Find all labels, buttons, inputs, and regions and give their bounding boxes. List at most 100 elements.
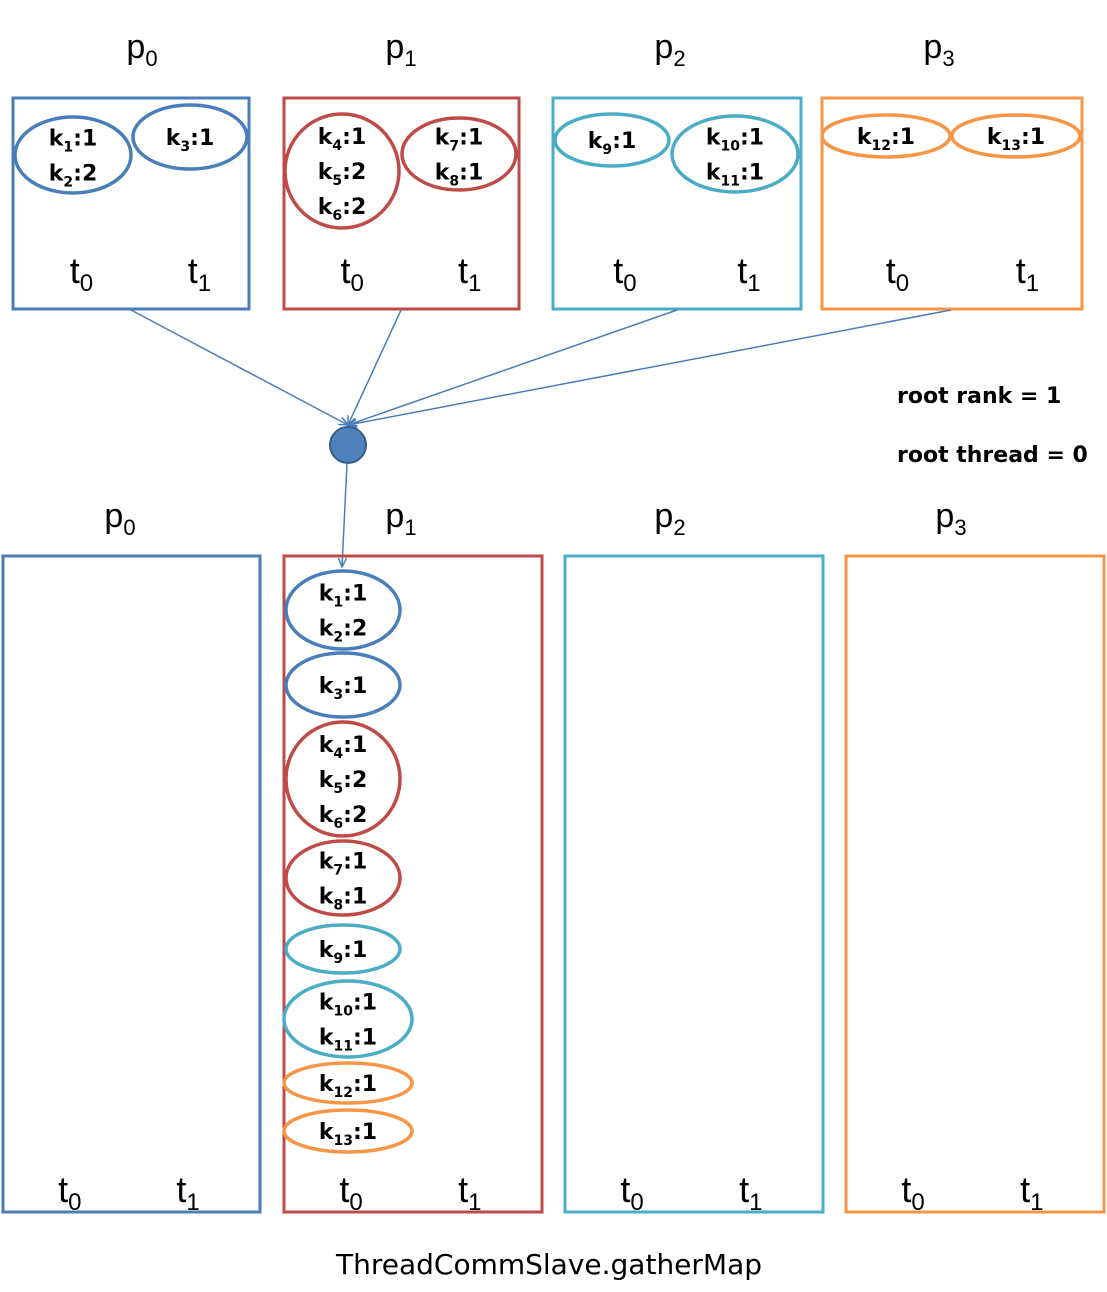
- key-value-text-k5: k5:2: [319, 768, 368, 797]
- gathered-map-ellipse-1-outline: [284, 651, 402, 719]
- key-value-text-k2: k2:2: [49, 162, 98, 191]
- thread-label-t0: t0: [339, 1169, 362, 1216]
- key-value-text-k8: k8:1: [319, 885, 368, 914]
- thread-label-t1: t1: [188, 250, 211, 297]
- thread-label-t1: t1: [458, 1169, 481, 1216]
- key-value-text-k9: k9:1: [588, 129, 637, 158]
- bottom-process-label-0: p0: [104, 497, 135, 540]
- gathered-map-ellipse-0: k1:1 k2:2: [284, 569, 402, 651]
- thread-label-t0: t0: [613, 250, 636, 297]
- gather-node: [329, 426, 367, 464]
- top-process-box-1: t0 t1 k4:1 k5:2 k6:2 k7:1 k8:1: [282, 96, 521, 311]
- gathered-map-ellipse-5-outline: [282, 979, 414, 1059]
- gather-node-group: [329, 426, 367, 567]
- gathered-map-ellipse-4: k9:1: [284, 923, 402, 975]
- top-process-box-2: t0 t1 k9:1 k10:1 k11:1: [551, 96, 803, 311]
- top-map-ellipse-p0-t1-outline: [131, 103, 249, 171]
- thread-label-t1: t1: [739, 1169, 762, 1216]
- bottom-process-labels: p0 p1 p2 p3: [104, 497, 966, 540]
- thread-label-t1: t1: [1016, 250, 1039, 297]
- thread-label-t1: t1: [737, 250, 760, 297]
- thread-label-t0: t0: [886, 250, 909, 297]
- gathered-map-ellipse-3: k7:1 k8:1: [284, 839, 402, 917]
- key-value-text-k13: k13:1: [319, 1120, 377, 1149]
- thread-label-t0: t0: [901, 1169, 924, 1216]
- top-process-frame-2: [551, 96, 803, 311]
- key-value-text-k11: k11:1: [706, 161, 764, 190]
- top-process-label-2: p2: [654, 28, 685, 71]
- gathered-map-ellipse-7: k13:1: [282, 1108, 414, 1154]
- gathered-map-ellipse-4-outline: [284, 923, 402, 975]
- thread-label-t1: t1: [458, 250, 481, 297]
- thread-label-t0: t0: [620, 1169, 643, 1216]
- gathered-map-ellipse-2: k4:1 k5:2 k6:2: [284, 720, 402, 838]
- key-value-text-k1: k1:1: [49, 127, 98, 156]
- root-notes: root rank = 1 root thread = 0: [897, 384, 1088, 468]
- bottom-process-boxes: t0 t1 t0 t1 k1:1 k2:2 k3:1 k4:1 k5:2 k6:2 k7:1 k8:1…: [1, 554, 1106, 1216]
- bottom-process-frame-0: [1, 554, 262, 1214]
- key-value-text-k2: k2:2: [319, 617, 368, 646]
- top-process-boxes: t0 t1 k1:1 k2:2 k3:1 t0 t1 k4:1 k5:2 k6:2 k7:1 k8:1…: [11, 96, 1084, 311]
- gather-arrow-2: [348, 309, 678, 425]
- top-process-frame-3: [820, 96, 1084, 311]
- top-process-labels: p0 p1 p2 p3: [126, 28, 954, 71]
- key-value-text-k4: k4:1: [319, 733, 368, 762]
- top-map-ellipse-p2-t0: k9:1: [553, 112, 671, 168]
- bottom-process-label-2: p2: [654, 497, 685, 540]
- key-value-text-k5: k5:2: [318, 160, 367, 189]
- gathered-map-ellipse-5: k10:1 k11:1: [282, 979, 414, 1059]
- top-map-ellipse-p0-t0: k1:1 k2:2: [13, 115, 133, 195]
- key-value-text-k13: k13:1: [987, 125, 1045, 154]
- bottom-process-frame-3: [844, 554, 1106, 1214]
- top-map-ellipse-p3-t0: k12:1: [820, 113, 952, 159]
- key-value-text-k8: k8:1: [435, 161, 484, 190]
- gather-arrow-3: [348, 309, 952, 425]
- top-process-label-1: p1: [385, 28, 416, 71]
- top-map-ellipse-p2-t0-outline: [553, 112, 671, 168]
- caption-group: ThreadCommSlave.gatherMap: [335, 1248, 762, 1281]
- gathered-map-ellipse-1: k3:1: [284, 651, 402, 719]
- thread-label-t1: t1: [176, 1169, 199, 1216]
- top-map-ellipse-p3-t0-outline: [820, 113, 952, 159]
- top-map-ellipse-p3-t1-outline: [950, 113, 1082, 159]
- root-thread-note: root thread = 0: [897, 443, 1088, 468]
- top-process-label-3: p3: [923, 28, 954, 71]
- top-process-label-0: p0: [126, 28, 157, 71]
- top-process-box-3: t0 t1 k12:1 k13:1: [820, 96, 1084, 311]
- gathered-map-ellipse-2-outline: [284, 720, 402, 838]
- thread-label-t0: t0: [58, 1169, 81, 1216]
- key-value-text-k11: k11:1: [319, 1026, 377, 1055]
- gather-arrow-1: [348, 309, 402, 425]
- top-map-ellipse-p3-t1: k13:1: [950, 113, 1082, 159]
- key-value-text-k9: k9:1: [319, 938, 368, 967]
- top-process-frame-0: [11, 96, 251, 311]
- key-value-text-k3: k3:1: [166, 126, 215, 155]
- thread-label-t0: t0: [70, 250, 93, 297]
- top-process-frame-1: [282, 96, 521, 311]
- key-value-text-k3: k3:1: [319, 674, 368, 703]
- gathered-map-ellipse-7-outline: [282, 1108, 414, 1154]
- top-process-box-0: t0 t1 k1:1 k2:2 k3:1: [11, 96, 251, 311]
- key-value-text-k12: k12:1: [857, 125, 915, 154]
- top-map-ellipse-p1-t0: k4:1 k5:2 k6:2: [283, 112, 401, 230]
- top-map-ellipse-p0-t1: k3:1: [131, 103, 249, 171]
- bottom-process-box-1: t0 t1 k1:1 k2:2 k3:1 k4:1 k5:2 k6:2 k7:1 k8:1 k9:1…: [282, 554, 544, 1216]
- top-map-ellipse-p1-t1-outline: [400, 116, 518, 192]
- bottom-process-frame-2: [563, 554, 825, 1214]
- root-rank-note: root rank = 1: [897, 384, 1061, 409]
- gathered-map-ellipse-3-outline: [284, 839, 402, 917]
- top-map-ellipse-p1-t0-outline: [283, 112, 401, 230]
- top-map-ellipse-p0-t0-outline: [13, 115, 133, 195]
- bottom-process-frame-1: [282, 554, 544, 1214]
- gather-arrow-0: [130, 309, 348, 425]
- bottom-process-box-3: t0 t1: [844, 554, 1106, 1216]
- bottom-process-label-3: p3: [935, 497, 966, 540]
- bottom-process-box-2: t0 t1: [563, 554, 825, 1216]
- bottom-process-box-0: t0 t1: [1, 554, 262, 1216]
- top-map-ellipse-p2-t1-outline: [670, 114, 800, 194]
- thread-label-t1: t1: [1020, 1169, 1043, 1216]
- caption: ThreadCommSlave.gatherMap: [335, 1248, 762, 1281]
- key-value-text-k6: k6:2: [318, 195, 367, 224]
- gathered-map-ellipse-6-outline: [282, 1061, 414, 1105]
